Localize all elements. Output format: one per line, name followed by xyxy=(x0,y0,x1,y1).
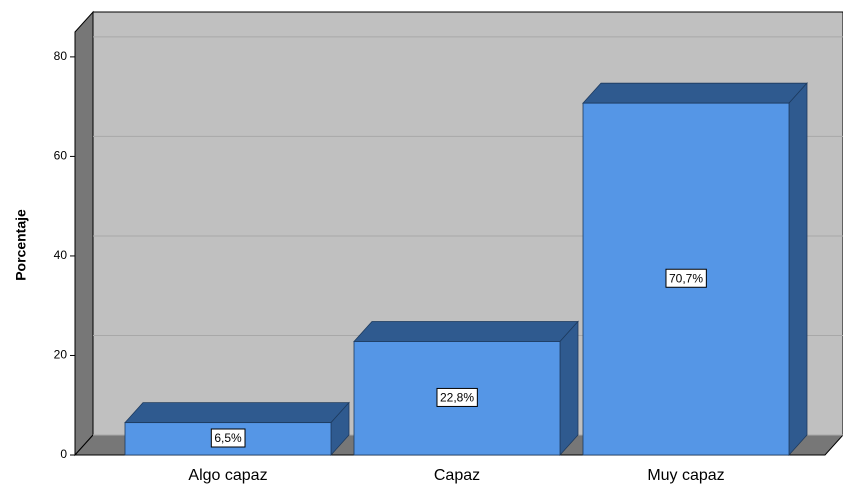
value-label: 70,7% xyxy=(669,271,703,285)
value-label-box xyxy=(436,387,478,407)
y-tick-label: 40 xyxy=(54,248,68,262)
x-tick-label: Capaz xyxy=(434,467,480,484)
bar-top xyxy=(124,402,350,424)
value-label-box xyxy=(665,268,707,288)
y-tick-label: 60 xyxy=(54,149,68,163)
bar-side xyxy=(559,320,579,457)
y-axis-label: Porcentaje xyxy=(13,209,29,281)
y-tick-label: 80 xyxy=(54,49,68,63)
value-label: 6,5% xyxy=(214,431,242,445)
bar-side xyxy=(788,82,808,457)
x-tick-label: Algo capaz xyxy=(188,467,267,484)
x-tick-label: Muy capaz xyxy=(647,467,724,484)
value-label: 22,8% xyxy=(440,390,474,404)
left-wall xyxy=(74,10,94,457)
bar-top xyxy=(582,82,808,104)
bar-top xyxy=(353,321,579,342)
value-label-box xyxy=(210,428,246,448)
y-tick-label: 20 xyxy=(54,348,68,362)
y-tick-label: 0 xyxy=(60,447,67,461)
